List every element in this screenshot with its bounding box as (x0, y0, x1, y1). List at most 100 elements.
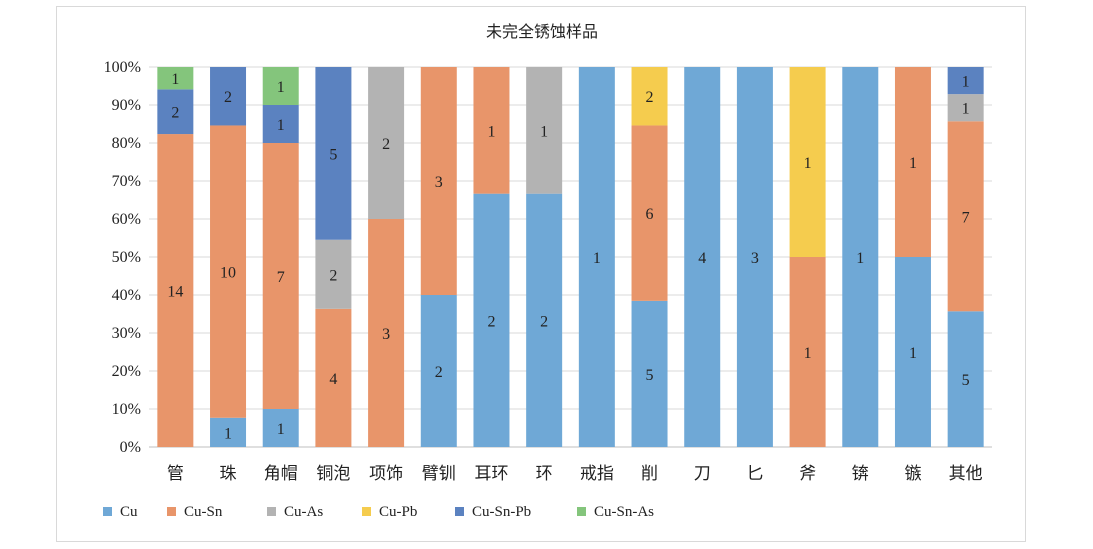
bar-segment (315, 308, 352, 447)
legend-label: Cu-As (284, 504, 323, 520)
y-tick-label: 80% (112, 135, 141, 152)
chart-title: 未完全锈蚀样品 (486, 22, 598, 41)
data-label: 5 (329, 146, 337, 163)
y-tick-label: 90% (112, 97, 141, 114)
bar-segment (631, 300, 668, 447)
y-tick-label: 100% (104, 59, 141, 76)
x-tick-label: 匕 (746, 464, 763, 484)
x-tick-label: 戒指 (580, 464, 614, 484)
x-tick-label: 珠 (220, 464, 237, 484)
data-label: 2 (171, 105, 179, 122)
bar-segment (420, 67, 457, 295)
data-label: 10 (220, 265, 236, 282)
x-tick-label: 项饰 (369, 464, 403, 484)
bar-segment (789, 67, 826, 257)
data-label: 1 (962, 74, 970, 91)
bar-segment (947, 94, 984, 122)
x-tick-label: 铜泡 (316, 464, 350, 484)
bar-segment (157, 134, 194, 447)
y-tick-label: 10% (112, 401, 141, 418)
data-label: 1 (804, 155, 812, 172)
data-label: 1 (277, 79, 285, 96)
data-label: 1 (540, 123, 548, 140)
legend-swatch (577, 507, 586, 516)
x-tick-label: 削 (641, 464, 658, 484)
y-tick-label: 0% (120, 439, 141, 456)
x-tick-label: 管 (167, 464, 184, 484)
bar-segment (210, 67, 247, 126)
bar-segment (947, 311, 984, 447)
bar-segment (578, 67, 615, 447)
data-label: 1 (856, 250, 864, 267)
data-label: 7 (277, 269, 285, 286)
bar-segment (631, 67, 668, 126)
bar-segment (315, 239, 352, 309)
bar-segment (526, 67, 563, 194)
data-label: 5 (646, 367, 654, 384)
legend-swatch (167, 507, 176, 516)
data-label: 1 (593, 250, 601, 267)
legend: Cu Cu-Sn Cu-As Cu-Pb Cu-Sn-Pb Cu-Sn-As (103, 504, 654, 520)
y-tick-label: 30% (112, 325, 141, 342)
bar-segment (842, 67, 879, 447)
bar-segment (684, 67, 721, 447)
data-label: 1 (487, 123, 495, 140)
y-tick-label: 50% (112, 249, 141, 266)
legend-label: Cu-Sn (184, 504, 223, 520)
data-label: 2 (329, 267, 337, 284)
data-label: 2 (540, 313, 548, 330)
data-label: 6 (646, 206, 654, 223)
x-tick-label: 环 (536, 464, 553, 484)
data-label: 3 (435, 174, 443, 191)
bar-segment (473, 67, 510, 194)
y-tick-label: 60% (112, 211, 141, 228)
bar-segment (368, 67, 405, 219)
legend-swatch (362, 507, 371, 516)
bar-segment (262, 143, 299, 409)
data-label: 3 (382, 326, 390, 343)
bar-segment (526, 193, 563, 447)
x-tick-label: 耳环 (474, 464, 508, 484)
bar-segment (210, 417, 247, 447)
bar-segment (262, 409, 299, 447)
bar-segment (736, 67, 773, 447)
data-label: 2 (435, 364, 443, 381)
y-axis-ticks: 0% 10% 20% 30% 40% 50% 60% 70% 80% 90% 100% (104, 59, 141, 456)
bar-segment (262, 67, 299, 105)
data-label: 1 (804, 345, 812, 362)
data-label: 1 (962, 101, 970, 118)
legend-label: Cu (120, 504, 138, 520)
y-tick-label: 70% (112, 173, 141, 190)
bar-segment (947, 67, 984, 95)
bar-segment (947, 121, 984, 312)
data-label: 1 (277, 421, 285, 438)
data-label: 1 (171, 71, 179, 88)
data-label: 2 (382, 136, 390, 153)
stacked-bar-chart: 未完全锈蚀样品 0%10%20%30%40%50%60%70%80%90%100… (103, 22, 992, 520)
legend-label: Cu-Sn-As (594, 504, 654, 520)
legend-swatch (267, 507, 276, 516)
data-label: 1 (909, 345, 917, 362)
data-label: 4 (698, 250, 706, 267)
y-tick-label: 20% (112, 363, 141, 380)
bar-segment (894, 257, 931, 447)
legend-swatch (103, 507, 112, 516)
bar-segment (157, 67, 194, 90)
x-axis-labels: 管 珠 角帽 铜泡 项饰 臂钏 耳环 环 戒指 削 刀 匕 斧 锛 镞 其他 (167, 464, 983, 484)
data-label: 4 (329, 371, 337, 388)
bar-segment (473, 193, 510, 447)
data-label: 14 (167, 284, 183, 301)
x-tick-label: 镞 (904, 464, 921, 484)
legend-swatch (455, 507, 464, 516)
bar-segment (368, 219, 405, 447)
x-tick-label: 斧 (799, 464, 816, 484)
bar-segment (789, 257, 826, 447)
data-label: 5 (962, 372, 970, 389)
data-label: 1 (909, 155, 917, 172)
legend-label: Cu-Sn-Pb (472, 504, 531, 520)
bar-segment (631, 125, 668, 301)
bar-segment (157, 89, 194, 135)
data-label: 7 (962, 209, 970, 226)
bar-segment (210, 125, 247, 418)
